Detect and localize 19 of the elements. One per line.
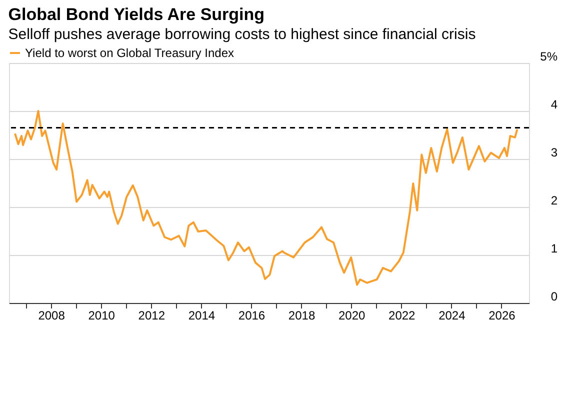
x-tick-label: 2016 <box>238 308 266 322</box>
legend-label: Yield to worst on Global Treasury Index <box>25 46 234 60</box>
y-tick-label: 1 <box>550 242 558 256</box>
x-tick-label: 2022 <box>388 308 416 322</box>
chart-title: Global Bond Yields Are Surging <box>8 5 265 24</box>
y-tick-label: 2 <box>550 194 558 208</box>
x-tick-label: 2018 <box>288 308 316 322</box>
y-tick-label: 4 <box>550 98 558 112</box>
y-tick-label: 5% <box>540 50 558 64</box>
y-tick-label: 0 <box>550 290 558 304</box>
x-tick-label: 2020 <box>338 308 366 322</box>
chart-subtitle: Selloff pushes average borrowing costs to highest since financial crisis <box>8 26 476 43</box>
x-tick-label: 2008 <box>38 308 66 322</box>
y-tick-label: 3 <box>550 146 558 160</box>
x-tick-label: 2012 <box>138 308 166 322</box>
x-tick-label: 2024 <box>438 308 466 322</box>
x-tick-label: 2010 <box>88 308 116 322</box>
x-tick-label: 2014 <box>188 308 216 322</box>
x-tick-label: 2026 <box>488 308 516 322</box>
